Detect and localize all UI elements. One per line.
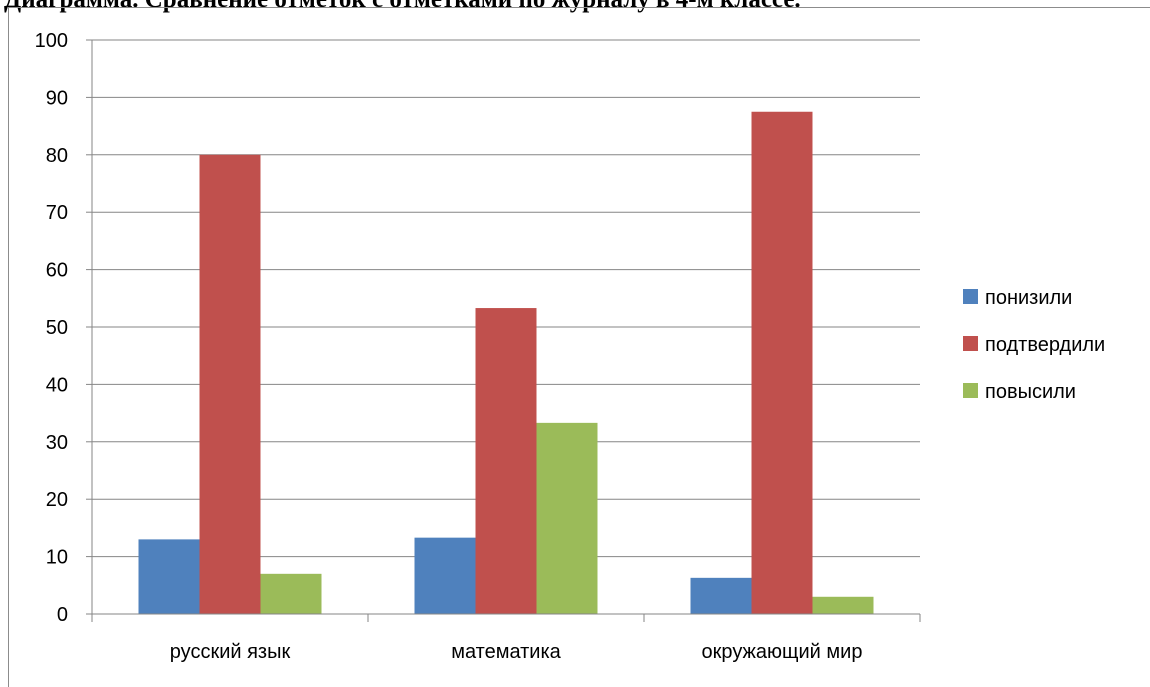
bar-подтвердили	[199, 154, 261, 615]
bar-повысили	[812, 596, 874, 614]
y-tick-label: 70	[46, 202, 68, 224]
chart-caption: Диаграмма. Сравнение отметок с отметками…	[4, 0, 801, 14]
x-category-label: русский язык	[170, 641, 291, 663]
legend-swatch	[963, 383, 978, 398]
bars	[138, 111, 874, 615]
y-tick-label: 10	[46, 547, 68, 569]
y-tick-label: 60	[46, 260, 68, 282]
y-tick-label: 50	[46, 317, 68, 339]
bar-подтвердили	[475, 308, 537, 614]
y-tick-label: 80	[46, 145, 68, 167]
legend: понизили подтвердили повысили	[963, 287, 1105, 403]
x-category-label: окружающий мир	[702, 641, 863, 663]
y-tick-label: 40	[46, 374, 68, 396]
y-tick-label: 20	[46, 489, 68, 511]
legend-label: повысили	[985, 381, 1076, 403]
bar-понизили	[414, 537, 476, 614]
chart-frame	[8, 7, 1150, 687]
axes: 0 10 20 30 40 50 60 70 80 90 100 русский язык матема…	[35, 30, 921, 663]
legend-swatch	[963, 289, 978, 304]
x-category-label: математика	[451, 641, 561, 663]
bar-понизили	[690, 577, 752, 614]
bar-понизили	[138, 539, 200, 614]
y-tick-label: 0	[57, 604, 68, 626]
legend-swatch	[963, 336, 978, 351]
bar-повысили	[536, 422, 598, 614]
legend-label: понизили	[985, 287, 1072, 309]
legend-label: подтвердили	[985, 334, 1105, 356]
bar-повысили	[260, 573, 322, 614]
bar-подтвердили	[751, 111, 813, 614]
y-tick-label: 100	[35, 30, 68, 52]
y-tick-label: 30	[46, 432, 68, 454]
y-tick-label: 90	[46, 87, 68, 109]
